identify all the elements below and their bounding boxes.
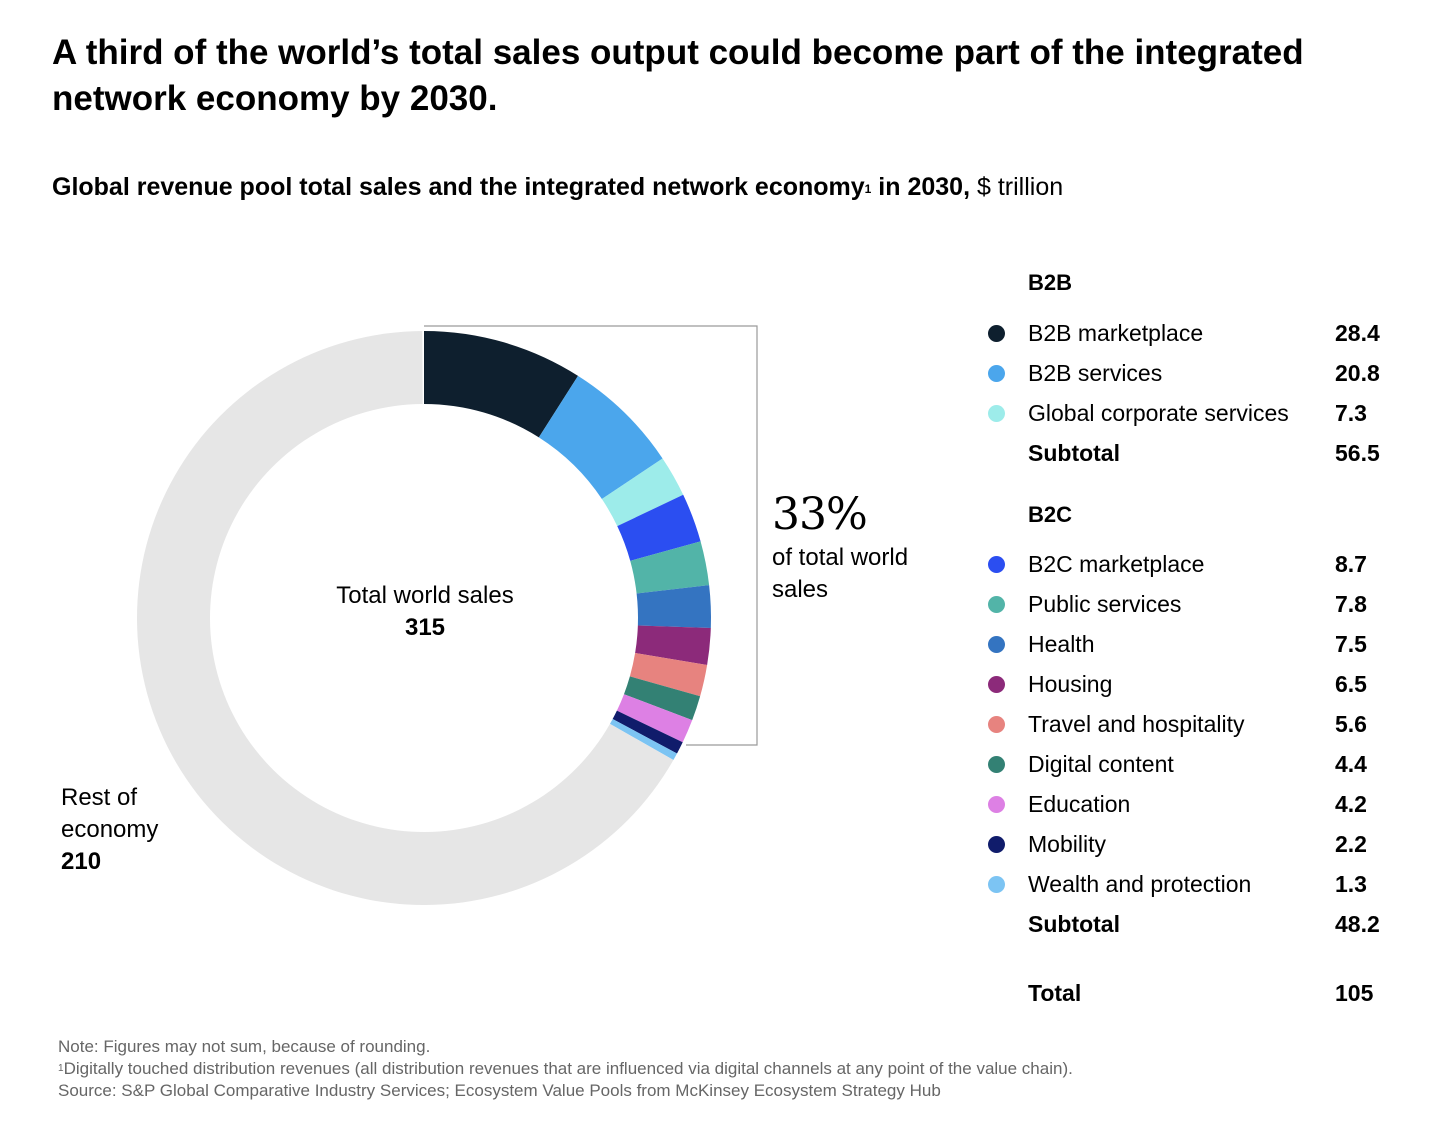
- legend-label: Wealth and protection: [1028, 871, 1252, 897]
- legend-value: 28.4: [1335, 320, 1380, 346]
- footnote-mark: 1: [58, 1063, 64, 1074]
- legend-item-public-services: Public services 7.8: [988, 584, 1388, 624]
- legend-item-b2b-marketplace: B2B marketplace 28.4: [988, 313, 1388, 353]
- donut-slice-travel-and-hospitality: [629, 653, 708, 697]
- callout-label: 33% of total world sales: [772, 488, 942, 606]
- legend-value: 56.5: [1335, 440, 1380, 466]
- legend-value: 20.8: [1335, 360, 1380, 386]
- legend-sub-b2b: Subtotal 56.5: [988, 433, 1388, 473]
- legend-item-b2b-services: B2B services 20.8: [988, 353, 1388, 393]
- legend-tot: Total 105: [988, 973, 1388, 1013]
- legend-item-global-corporate-services: Global corporate services 7.3: [988, 393, 1388, 433]
- legend-item-mobility: Mobility 2.2: [988, 824, 1388, 864]
- legend-item-education: Education 4.2: [988, 784, 1388, 824]
- legend-swatch: [988, 676, 1005, 693]
- legend-label: B2B marketplace: [1028, 320, 1204, 346]
- donut-slice-b2b-services: [538, 375, 663, 500]
- donut-slice-wealth-and-protection: [609, 719, 678, 761]
- legend-value: 7.8: [1335, 591, 1367, 617]
- legend-label: Education: [1028, 791, 1131, 817]
- donut-slice-public-services: [630, 541, 710, 594]
- legend-group-b2c: B2C: [1028, 502, 1073, 527]
- legend-item-health: Health 7.5: [988, 624, 1388, 664]
- subtitle-year: in 2030,: [871, 173, 971, 201]
- legend-label: Travel and hospitality: [1028, 711, 1245, 737]
- legend-value: 48.2: [1335, 911, 1380, 937]
- donut-chart: [137, 325, 758, 905]
- donut-slice-global-corporate-services: [601, 458, 684, 527]
- legend-label: Health: [1028, 631, 1095, 657]
- legend-swatch: [988, 716, 1005, 733]
- rest-label-value: 210: [61, 848, 102, 875]
- center-label-value: 315: [404, 614, 446, 641]
- legend-label: B2C marketplace: [1028, 551, 1205, 577]
- legend-swatch: [988, 836, 1005, 853]
- legend-label: Total: [1028, 980, 1082, 1006]
- callout-bracket: [424, 325, 758, 746]
- legend-swatch: [988, 636, 1005, 653]
- legend-swatch: [988, 876, 1005, 893]
- legend-label: Housing: [1028, 671, 1113, 697]
- legend-value: 6.5: [1335, 671, 1367, 697]
- legend-value: 4.2: [1335, 791, 1367, 817]
- legend-swatch: [988, 325, 1005, 342]
- legend-group-b2b: B2B: [1028, 270, 1073, 295]
- note-text: Note: Figures may not sum, because of ro…: [58, 1037, 431, 1056]
- legend-label: B2B services: [1028, 360, 1163, 386]
- legend-item-digital-content: Digital content 4.4: [988, 744, 1388, 784]
- callout-percent: 33%: [772, 489, 868, 540]
- legend-item-travel-and-hospitality: Travel and hospitality 5.6: [988, 704, 1388, 744]
- source-text: Source: S&P Global Comparative Industry …: [58, 1081, 941, 1100]
- donut-slice-b2c-marketplace: [617, 494, 701, 561]
- rest-of-economy-label: Rest of economy 210: [61, 782, 181, 878]
- legend-swatch: [988, 556, 1005, 573]
- legend-item-b2c-marketplace: B2C marketplace 8.7: [988, 544, 1388, 584]
- legend-swatch: [988, 405, 1005, 422]
- donut-slice-mobility: [612, 710, 683, 754]
- legend-item-housing: Housing 6.5: [988, 664, 1388, 704]
- legend-value: 1.3: [1335, 871, 1367, 897]
- legend-swatch: [988, 756, 1005, 773]
- chart-title: A third of the world’s total sales outpu…: [52, 33, 1304, 118]
- donut-slice-b2b-marketplace: [424, 331, 579, 438]
- legend-sub-b2c: Subtotal 48.2: [988, 904, 1388, 944]
- legend-swatch: [988, 596, 1005, 613]
- chart-subtitle: Global revenue pool total sales and the …: [52, 170, 1063, 204]
- donut-slice-education: [616, 694, 693, 743]
- legend-value: 7.3: [1335, 400, 1367, 426]
- legend-label: Subtotal: [1028, 911, 1120, 937]
- legend-value: 2.2: [1335, 831, 1367, 857]
- legend-value: 105: [1335, 980, 1374, 1006]
- notes: Note: Figures may not sum, because of ro…: [58, 1036, 1073, 1102]
- legend-label: Subtotal: [1028, 440, 1120, 466]
- legend-label: Public services: [1028, 591, 1182, 617]
- subtitle-bold: Global revenue pool total sales and the …: [52, 173, 865, 201]
- legend-label: Global corporate services: [1028, 400, 1289, 426]
- footnote-body: Digitally touched distribution revenues …: [63, 1059, 1073, 1078]
- legend-label: Digital content: [1028, 751, 1174, 777]
- legend-value: 7.5: [1335, 631, 1367, 657]
- callout-text: of total world sales: [772, 544, 909, 603]
- rest-label-text: Rest of economy: [61, 784, 159, 843]
- center-label: Total world sales 315: [300, 580, 550, 644]
- subtitle-unit: $ trillion: [970, 173, 1064, 201]
- footnote-text: 1Digitally touched distribution revenues…: [58, 1058, 1073, 1080]
- subtitle-footnote-mark: 1: [864, 182, 872, 196]
- legend-value: 8.7: [1335, 551, 1367, 577]
- legend-value: 5.6: [1335, 711, 1367, 737]
- legend-label: Mobility: [1028, 831, 1106, 857]
- donut-slices: [137, 331, 711, 905]
- legend-swatch: [988, 796, 1005, 813]
- donut-slice-health: [636, 585, 711, 629]
- center-label-text: Total world sales: [336, 582, 514, 609]
- donut-slice-digital-content: [623, 676, 701, 721]
- legend-value: 4.4: [1335, 751, 1367, 777]
- donut-slice-housing: [635, 625, 711, 666]
- legend-item-wealth-and-protection: Wealth and protection 1.3: [988, 864, 1388, 904]
- legend-swatch: [988, 365, 1005, 382]
